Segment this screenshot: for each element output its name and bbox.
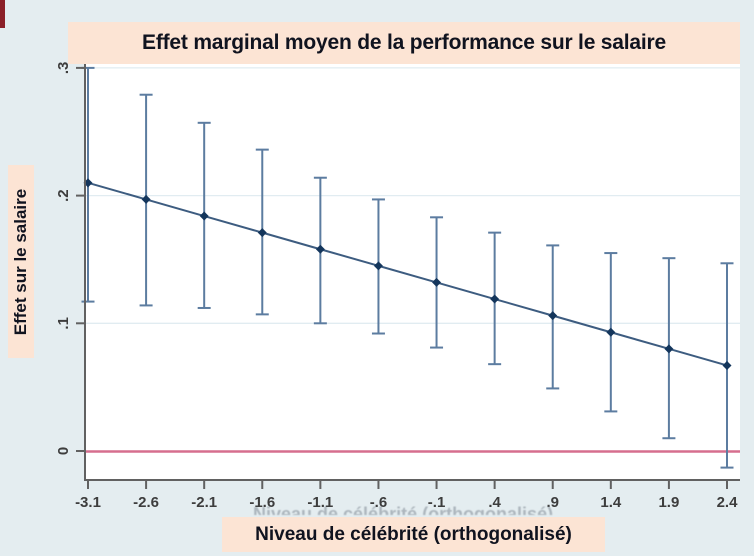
data-point-marker	[664, 344, 674, 354]
data-point-marker	[722, 360, 732, 370]
data-point-marker	[432, 277, 442, 287]
x-tick-label: -2.1	[191, 494, 217, 511]
data-point-marker	[315, 244, 325, 254]
x-tick-label: -.1	[428, 494, 446, 511]
x-tick-label: -3.1	[75, 494, 101, 511]
x-tick-label: -1.6	[249, 494, 275, 511]
data-point-marker	[257, 228, 267, 238]
chart-title: Effet marginal moyen de la performance s…	[68, 22, 740, 64]
x-tick-label: -.6	[370, 494, 388, 511]
x-tick-label: .4	[488, 494, 501, 511]
data-point-marker	[606, 327, 616, 337]
y-tick-label: .2	[55, 189, 72, 202]
data-point-marker	[141, 194, 151, 204]
y-tick-label: 0	[55, 447, 72, 455]
x-tick-label: .9	[546, 494, 559, 511]
screen-edge-artifact	[0, 0, 5, 28]
y-tick-label: .1	[55, 317, 72, 330]
data-point-marker	[199, 211, 209, 221]
y-axis-label: Effet sur le salaire	[8, 165, 34, 358]
y-tick-label: .3	[55, 62, 72, 75]
data-point-marker	[548, 311, 558, 321]
data-point-marker	[490, 294, 500, 304]
plot-area	[85, 64, 740, 480]
trend-line	[87, 181, 728, 367]
ghost-axis-label: Niveau de célébrité (orthogonalisé)	[253, 504, 554, 515]
x-tick-label: -2.6	[133, 494, 159, 511]
x-axis-label: Niveau de célébrité (orthogonalisé)	[222, 517, 605, 552]
y-axis-label-text: Effet sur le salaire	[11, 188, 30, 335]
data-point-marker	[373, 261, 383, 271]
x-tick-label: 1.9	[658, 494, 679, 511]
x-tick-label: 2.4	[717, 494, 739, 511]
x-tick-label: 1.4	[600, 494, 622, 511]
x-tick-label: -1.1	[307, 494, 333, 511]
